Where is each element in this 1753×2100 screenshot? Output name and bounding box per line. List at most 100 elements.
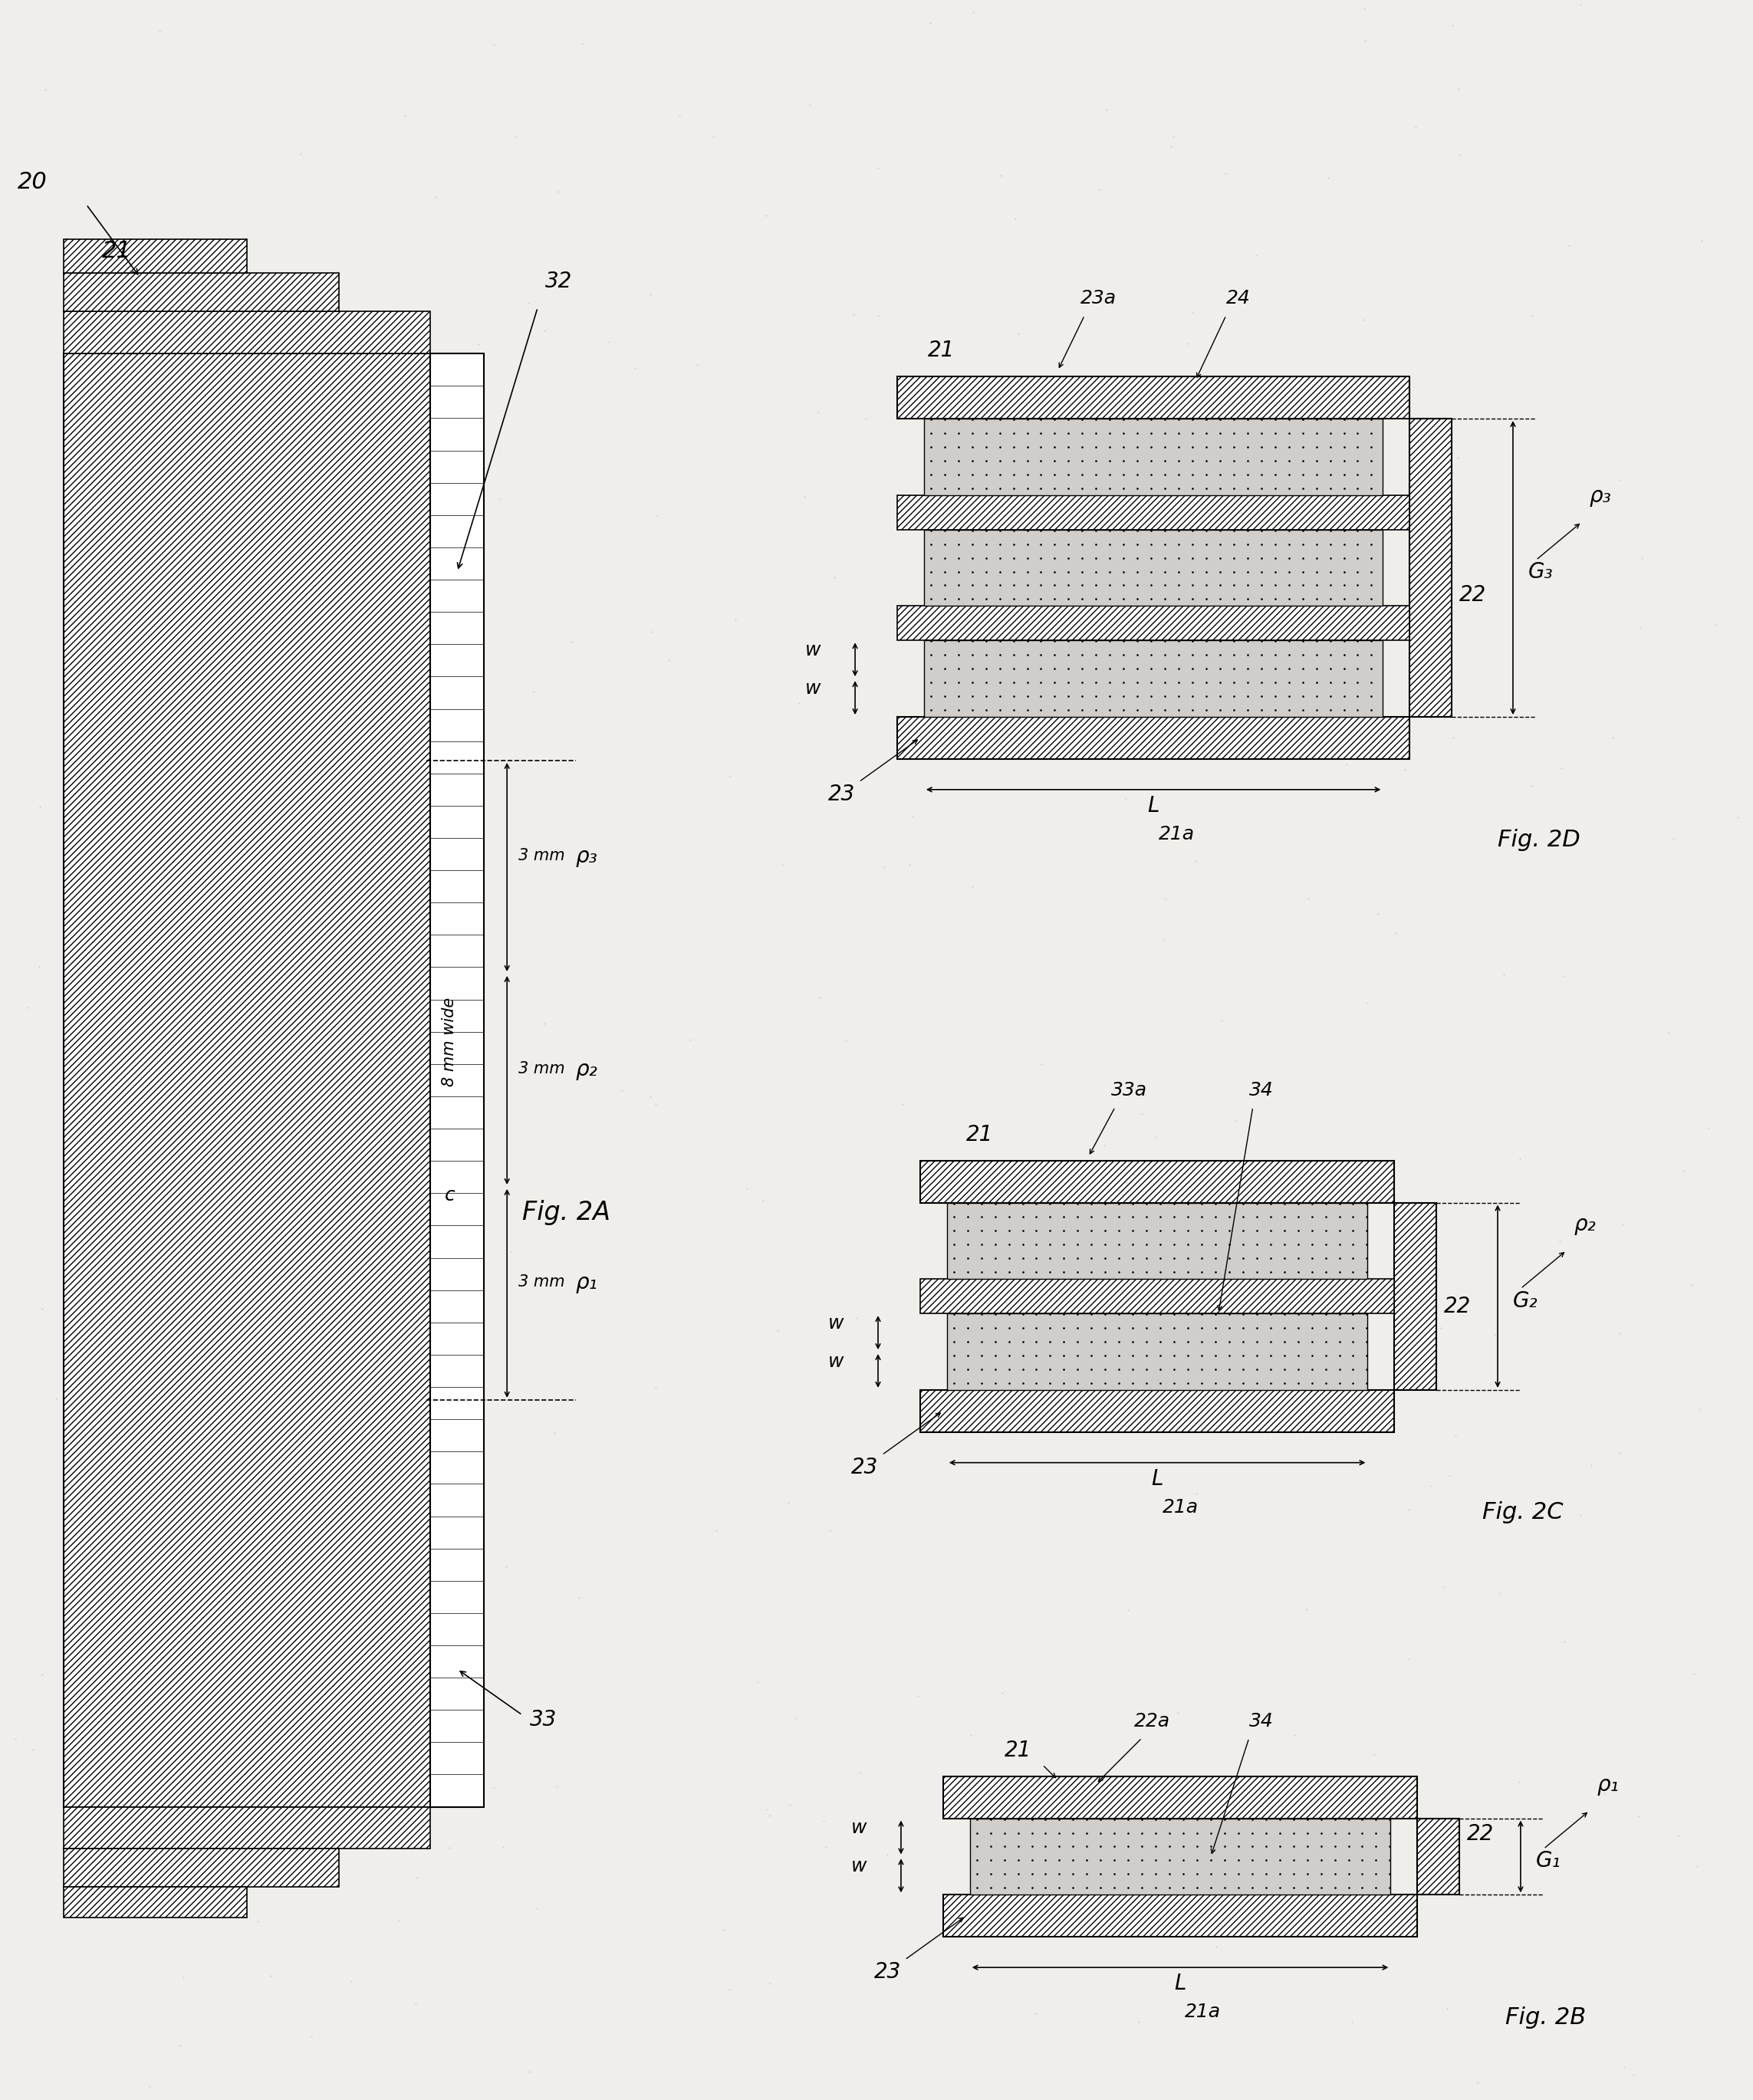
Point [142, 1462, 170, 1495]
Text: 3 mm: 3 mm [519, 1060, 564, 1077]
Point [493, 1550, 521, 1583]
Text: G₁: G₁ [1536, 1850, 1560, 1871]
Point [1390, 754, 1418, 788]
Point [1476, 1367, 1504, 1401]
Point [1341, 449, 1369, 483]
Bar [924, 640, 1383, 716]
Text: c: c [444, 1186, 456, 1203]
Bar [63, 1806, 431, 1848]
Text: w: w [805, 640, 820, 659]
Text: 20: 20 [18, 170, 47, 193]
Point [401, 1861, 429, 1894]
Point [79, 1142, 107, 1176]
Point [535, 838, 563, 872]
Bar [898, 607, 1409, 640]
Point [1115, 1594, 1143, 1628]
Point [42, 1382, 70, 1415]
Point [1446, 139, 1474, 172]
Point [1394, 1493, 1422, 1527]
Point [820, 561, 848, 594]
Point [1182, 844, 1210, 878]
Point [328, 714, 356, 748]
Point [1292, 1592, 1320, 1625]
Text: L: L [1152, 1468, 1164, 1489]
Point [636, 277, 664, 311]
Point [1606, 464, 1634, 498]
Text: w: w [827, 1315, 843, 1334]
Point [2, 1722, 30, 1756]
Point [480, 1770, 508, 1804]
Point [1567, 0, 1595, 21]
Point [65, 964, 93, 997]
Point [212, 1522, 240, 1556]
Point [543, 1770, 571, 1804]
Point [19, 1732, 47, 1766]
Point [642, 1088, 670, 1121]
Text: 21: 21 [927, 340, 955, 361]
Point [1206, 1825, 1234, 1858]
Point [1085, 172, 1113, 206]
Point [28, 1292, 56, 1325]
Point [1518, 769, 1546, 802]
Point [1430, 1571, 1458, 1604]
Point [1402, 109, 1430, 143]
Point [1432, 1993, 1460, 2026]
Point [1211, 158, 1239, 191]
Point [177, 882, 205, 916]
Point [756, 1800, 784, 1833]
Point [796, 88, 824, 122]
Point [386, 1394, 414, 1428]
Point [1350, 302, 1378, 336]
Point [1439, 8, 1467, 42]
Point [703, 1514, 731, 1548]
Point [1325, 1896, 1353, 1930]
Point [233, 640, 261, 674]
Point [1178, 296, 1206, 330]
Point [1348, 538, 1376, 571]
Point [983, 405, 1011, 439]
Bar [920, 1279, 1394, 1312]
Bar [63, 1848, 338, 1888]
Point [254, 746, 282, 779]
Point [424, 1245, 452, 1279]
Text: ρ₁: ρ₁ [577, 1273, 598, 1294]
Point [1241, 239, 1269, 273]
Point [917, 6, 945, 40]
Point [1678, 1268, 1706, 1302]
Point [1436, 1459, 1464, 1493]
Point [959, 869, 987, 903]
Point [957, 1718, 985, 1751]
Point [1364, 897, 1392, 930]
Point [1315, 1781, 1343, 1814]
Point [773, 1487, 801, 1520]
Text: 22: 22 [1460, 584, 1487, 607]
Point [480, 27, 508, 61]
Point [1027, 1048, 1055, 1082]
Point [25, 951, 53, 985]
Point [519, 674, 547, 708]
Point [398, 1422, 426, 1455]
Point [74, 1709, 102, 1743]
Point [1090, 1130, 1118, 1163]
Text: ρ₃: ρ₃ [577, 846, 598, 867]
Point [421, 181, 449, 214]
Point [501, 120, 529, 153]
Point [1183, 1476, 1211, 1510]
Point [515, 2056, 543, 2090]
Point [543, 174, 571, 208]
Point [715, 1972, 743, 2006]
Point [1518, 300, 1546, 334]
Point [1360, 1737, 1388, 1770]
Text: 21a: 21a [1162, 1497, 1199, 1516]
Bar [969, 1819, 1390, 1894]
Point [1679, 1657, 1707, 1690]
Point [1359, 552, 1387, 586]
Point [1671, 1155, 1699, 1189]
Point [782, 1701, 810, 1735]
Point [275, 1497, 303, 1531]
Bar [63, 273, 338, 311]
Text: 3 mm: 3 mm [519, 848, 564, 863]
Point [233, 594, 261, 628]
Bar [898, 376, 1409, 418]
Point [1239, 1380, 1267, 1413]
